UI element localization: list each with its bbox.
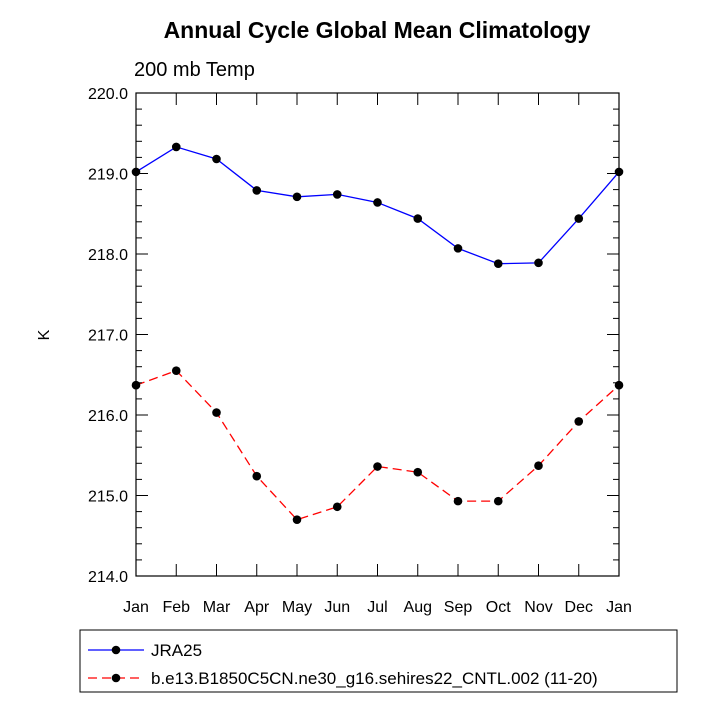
data-point-series-2 <box>292 515 302 524</box>
x-tick-label: Apr <box>244 599 270 616</box>
legend: JRA25 b.e13.B1850C5CN.ne30_g16.sehires22_… <box>79 629 678 693</box>
x-tick-label: May <box>282 599 312 616</box>
data-point-series-1 <box>292 192 302 202</box>
data-point-series-2 <box>171 366 181 376</box>
y-tick-label: 217.0 <box>88 328 128 345</box>
x-tick-label: Jul <box>367 599 387 616</box>
legend-label-1: JRA25 <box>151 641 202 660</box>
axes: 214.0 215.0 216.0 217.0 218.0 219.0 220.0 Jan Fe… <box>88 86 632 616</box>
y-axis-label: K <box>36 329 53 340</box>
x-tick-label: Mar <box>203 599 231 616</box>
legend-box <box>79 629 678 693</box>
data-point-series-1 <box>574 214 584 223</box>
chart-title: Annual Cycle Global Mean Climatology <box>164 17 591 43</box>
data-point-series-1 <box>373 198 382 207</box>
y-tick-label: 215.0 <box>88 489 128 506</box>
x-tick-label: Jun <box>324 599 350 616</box>
data-point-series-1 <box>493 259 503 268</box>
legend-marker-1 <box>111 645 121 655</box>
x-tick-label: Nov <box>524 599 552 616</box>
x-tick-label: Oct <box>486 599 511 616</box>
data-point-series-2 <box>574 417 584 426</box>
data-point-series-2 <box>534 461 543 471</box>
y-tick-label: 214.0 <box>88 569 128 586</box>
data-point-series-1 <box>212 154 221 164</box>
plot-area <box>131 142 624 524</box>
data-point-series-1 <box>413 214 423 223</box>
x-tick-label: Dec <box>565 599 593 616</box>
y-tick-label: 220.0 <box>88 86 128 103</box>
data-point-series-2 <box>413 467 423 477</box>
data-point-series-1 <box>171 142 181 152</box>
plot-frame <box>135 92 620 577</box>
x-tick-label: Sep <box>444 599 473 616</box>
data-point-series-2 <box>212 408 221 417</box>
x-tick-label: Feb <box>162 599 190 616</box>
legend-label-2: b.e13.B1850C5CN.ne30_g16.sehires22_CNTL.… <box>151 669 598 688</box>
x-tick-label: Jan <box>606 599 632 616</box>
data-point-series-1 <box>534 258 543 268</box>
data-point-series-1 <box>252 186 262 195</box>
data-point-series-1 <box>332 190 342 199</box>
legend-marker-2 <box>111 673 121 683</box>
data-point-series-1 <box>453 244 463 253</box>
series-line-2 <box>135 369 620 521</box>
data-point-series-2 <box>453 496 463 506</box>
data-point-series-2 <box>252 471 262 481</box>
data-point-series-2 <box>332 502 342 512</box>
chart-subtitle: 200 mb Temp <box>134 59 255 81</box>
y-tick-label: 219.0 <box>88 167 128 184</box>
x-tick-label: Aug <box>404 599 432 616</box>
data-point-series-2 <box>373 462 382 471</box>
y-tick-label: 218.0 <box>88 247 128 264</box>
data-point-series-2 <box>493 496 503 506</box>
x-tick-label: Jan <box>123 599 149 616</box>
y-tick-label: 216.0 <box>88 408 128 425</box>
